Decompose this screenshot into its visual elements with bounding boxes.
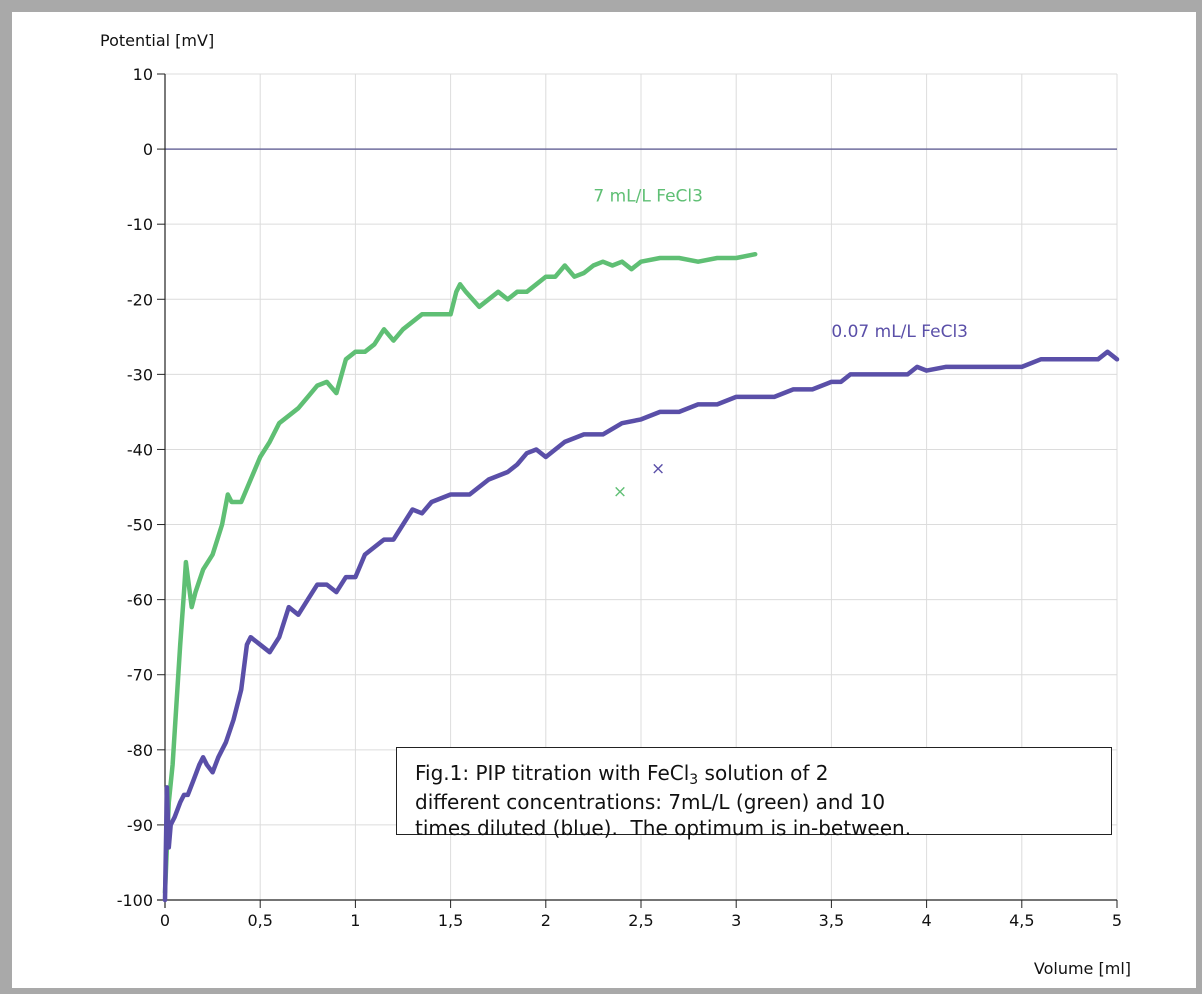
x-tick-label: 4,5 — [1009, 911, 1034, 930]
y-tick-label: -80 — [127, 741, 153, 760]
series-line-1 — [162, 251, 758, 895]
x-tick-label: 1 — [350, 911, 360, 930]
cursor-marker-2: × — [651, 459, 665, 479]
y-tick-label: -30 — [127, 365, 153, 384]
caption-subscript: 3 — [689, 772, 699, 788]
x-tick-label: 2,5 — [628, 911, 653, 930]
x-tick-label: 5 — [1112, 911, 1122, 930]
series-line-2 — [162, 349, 1120, 903]
y-axis-title: Potential [mV] — [100, 31, 214, 50]
y-tick-label: -20 — [127, 290, 153, 309]
y-tick-label: -10 — [127, 215, 153, 234]
x-tick-label: 0,5 — [247, 911, 272, 930]
series-lines — [162, 251, 1120, 903]
series-labels: 7 mL/L FeCl3 0.07 mL/L FeCl3 — [593, 187, 968, 342]
series-label-1: 7 mL/L FeCl3 — [593, 187, 703, 207]
x-tick-label: 0 — [160, 911, 170, 930]
x-tick-label: 1,5 — [438, 911, 463, 930]
figure-caption: Fig.1: PIP titration with FeCl3 solution… — [396, 747, 1112, 840]
y-tick-label: -50 — [127, 516, 153, 535]
cursor-markers: ×× — [613, 459, 665, 502]
x-tick-label: 4 — [922, 911, 932, 930]
y-tick-label: -40 — [127, 440, 153, 459]
series-label-2: 0.07 mL/L FeCl3 — [831, 322, 968, 342]
x-axis-title: Volume [ml] — [1034, 959, 1131, 978]
y-tick-label: 0 — [143, 140, 153, 159]
caption-line-1: Fig.1: PIP titration with FeCl3 solution… — [415, 760, 1111, 789]
x-tick-label: 2 — [541, 911, 551, 930]
axes — [157, 73, 1118, 908]
caption-line-2: different concentrations: 7mL/L (green) … — [415, 790, 886, 814]
y-tick-label: -90 — [127, 816, 153, 835]
caption-line-1-prefix: Fig.1: PIP titration with FeCl — [415, 761, 690, 785]
y-tick-label: -70 — [127, 666, 153, 685]
tick-labels: 10 0 -10 -20 -30 -40 -50 -60 -70 -80 -90 -100 0 0,5 1 1… — [117, 65, 1122, 930]
cursor-marker-1: × — [613, 482, 627, 502]
caption-line-1-suffix: solution of 2 — [698, 761, 829, 785]
y-tick-label: -100 — [117, 891, 153, 910]
x-tick-label: 3,5 — [819, 911, 844, 930]
y-tick-label: 10 — [133, 65, 153, 84]
x-tick-label: 3 — [731, 911, 741, 930]
y-tick-label: -60 — [127, 591, 153, 610]
caption-line-3: times diluted (blue). The optimum is in-… — [415, 816, 912, 840]
